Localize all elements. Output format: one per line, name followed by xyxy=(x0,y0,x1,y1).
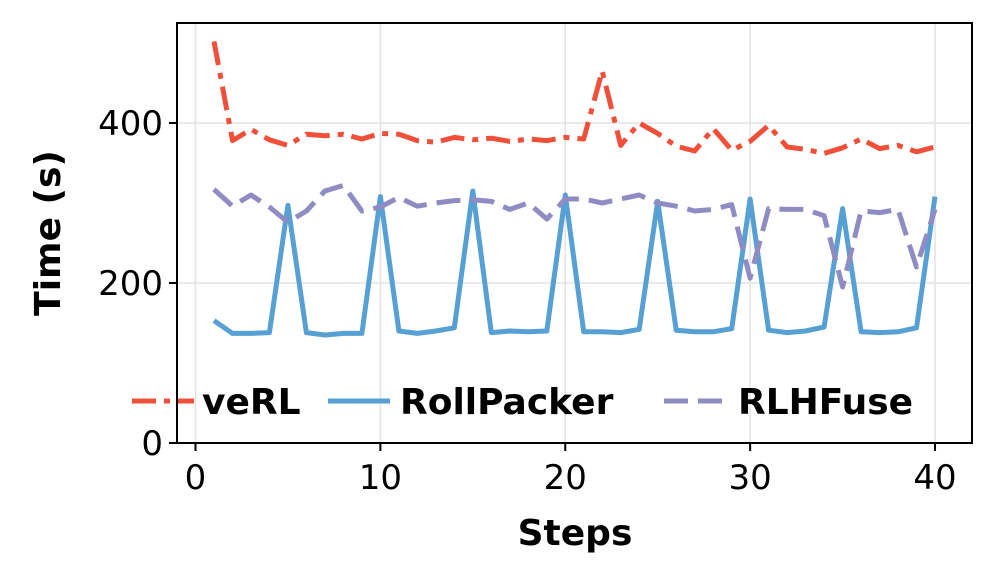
y-tick-label: 400 xyxy=(98,104,163,144)
y-axis-label: Time (s) xyxy=(28,150,69,316)
x-tick-label: 20 xyxy=(544,458,587,498)
series-line-verl xyxy=(211,40,936,156)
x-tick-label: 10 xyxy=(359,458,402,498)
x-tick-label: 40 xyxy=(913,458,956,498)
y-tick-label: 0 xyxy=(141,424,163,464)
legend-label-rlhfuse: RLHFuse xyxy=(738,382,913,423)
y-tick-label: 200 xyxy=(98,264,163,304)
plot-frame xyxy=(176,22,973,444)
legend: veRL RollPacker RLHFuse xyxy=(132,382,913,423)
grid-lines xyxy=(177,23,972,444)
legend-label-verl: veRL xyxy=(202,382,301,423)
x-tick-label: 0 xyxy=(185,458,207,498)
x-axis-label: Steps xyxy=(518,513,633,554)
series-line-rollpacker xyxy=(212,188,938,338)
series-lines xyxy=(211,40,938,338)
legend-label-rollpacker: RollPacker xyxy=(400,382,614,423)
series-line-rlhfuse xyxy=(212,182,938,290)
x-tick-label: 30 xyxy=(729,458,772,498)
